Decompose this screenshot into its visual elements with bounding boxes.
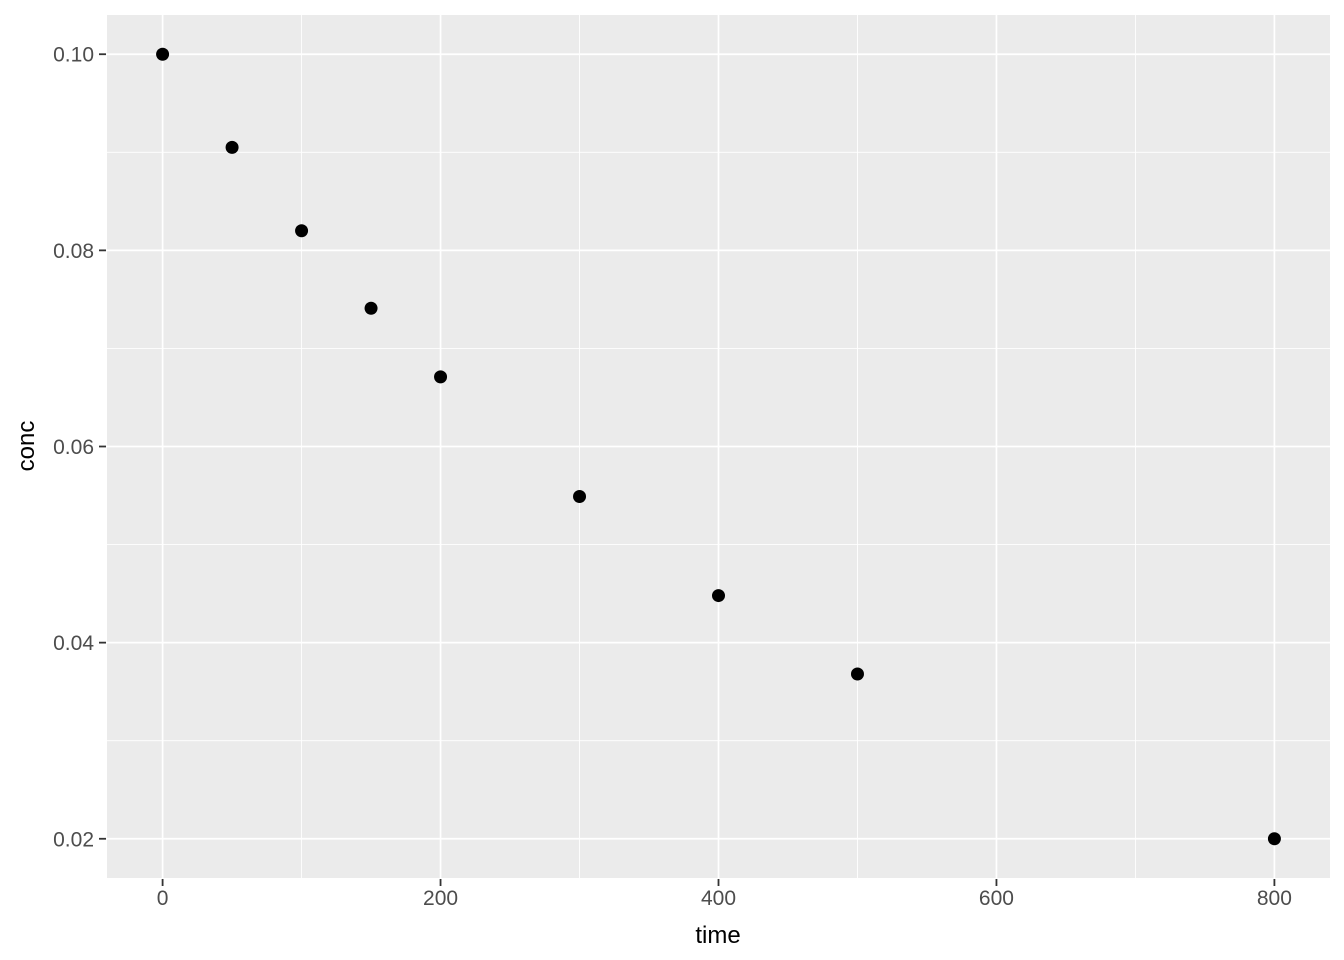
x-axis-title: time xyxy=(695,922,741,949)
x-tick-label: 600 xyxy=(979,887,1014,910)
data-point xyxy=(364,301,378,315)
y-tick-label: 0.08 xyxy=(53,240,94,263)
data-point xyxy=(1267,832,1281,846)
y-tick-label: 0.04 xyxy=(53,632,94,655)
data-point xyxy=(850,667,864,681)
x-tick-label: 200 xyxy=(423,887,458,910)
data-point xyxy=(434,370,448,384)
data-point xyxy=(295,224,309,238)
data-point xyxy=(573,490,587,504)
y-tick-label: 0.06 xyxy=(53,436,94,459)
y-tick-label: 0.02 xyxy=(53,828,94,851)
x-tick-label: 0 xyxy=(157,887,169,910)
data-point xyxy=(712,589,725,603)
y-axis-title: conc xyxy=(13,420,40,472)
x-tick-label: 400 xyxy=(701,887,736,910)
y-tick-label: 0.10 xyxy=(53,44,94,67)
data-point xyxy=(156,47,170,61)
data-point xyxy=(225,140,239,154)
x-tick-label: 800 xyxy=(1257,887,1292,910)
